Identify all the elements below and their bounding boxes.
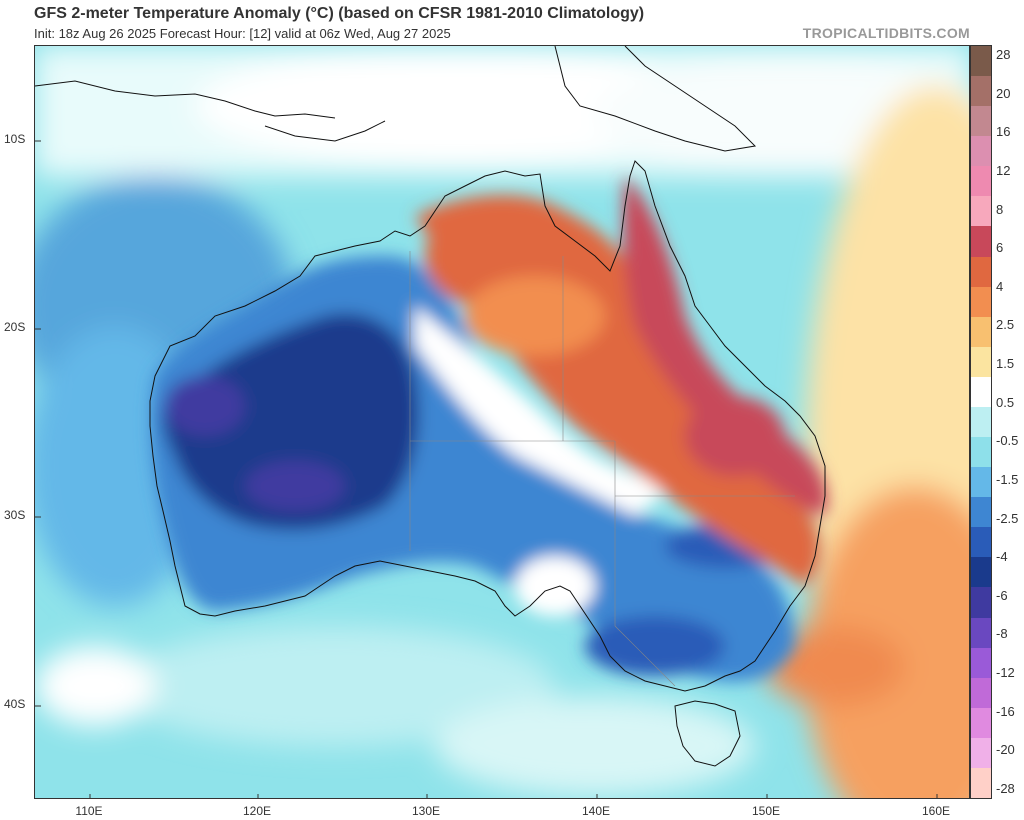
lat-label-30s: 30S	[4, 508, 26, 522]
axis-ticks	[35, 140, 938, 798]
colorbar-segment	[971, 376, 991, 408]
colorbar-label: -12	[996, 665, 1015, 681]
colorbar-segment	[971, 256, 991, 288]
colorbar-label: 2.5	[996, 317, 1015, 333]
lat-label-40s: 40S	[4, 697, 26, 711]
lon-label-110e: 110E	[75, 804, 103, 818]
colorbar-segment	[971, 346, 991, 378]
state-borders	[409, 251, 795, 687]
colorbar-segment	[971, 437, 991, 468]
colorbar-label: 28	[996, 47, 1011, 62]
colorbar-segment	[971, 647, 991, 679]
lon-label-130e: 130E	[411, 804, 441, 818]
colorbar-segment	[971, 406, 991, 438]
colorbar-label: 1.5	[996, 356, 1015, 372]
lon-label-160e: 160E	[921, 804, 951, 818]
anomaly-map	[34, 45, 970, 799]
colorbar-segment	[971, 136, 991, 167]
colorbar-segment	[971, 707, 991, 739]
brand-watermark: TROPICALTIDBITS.COM	[802, 25, 970, 41]
colorbar-label: -4	[996, 549, 1008, 565]
map-subtitle: Init: 18z Aug 26 2025 Forecast Hour: [12…	[34, 26, 451, 41]
colorbar-segment	[971, 497, 991, 528]
colorbar-label: -0.5	[996, 433, 1019, 449]
colorbar-segment	[971, 617, 991, 649]
colorbar-segment	[971, 677, 991, 709]
lat-label-10s: 10S	[4, 132, 26, 146]
colorbar-label: -16	[996, 703, 1015, 719]
lon-label-150e: 150E	[751, 804, 781, 818]
colorbar-label: 4	[996, 278, 1004, 294]
colorbar-segment	[971, 467, 991, 498]
colorbar-label: 20	[996, 85, 1011, 101]
colorbar-label: -28	[996, 781, 1015, 796]
colorbar-segment	[971, 767, 991, 799]
lon-label-120e: 120E	[242, 804, 272, 818]
colorbar-segment	[971, 527, 991, 558]
colorbar	[970, 45, 992, 799]
lat-label-20s: 20S	[4, 320, 26, 334]
colorbar-label: -8	[996, 626, 1008, 642]
colorbar-label: 6	[996, 240, 1004, 256]
colorbar-segment	[971, 166, 991, 197]
colorbar-segment	[971, 76, 991, 107]
colorbar-label: 12	[996, 162, 1011, 178]
colorbar-segment	[971, 226, 991, 258]
map-canvas	[35, 46, 969, 798]
colorbar-segment	[971, 557, 991, 588]
colorbar-segment	[971, 587, 991, 619]
colorbar-segment	[971, 316, 991, 348]
colorbar-label: -2.5	[996, 510, 1019, 526]
colorbar-label: 0.5	[996, 394, 1015, 410]
colorbar-segment	[971, 106, 991, 137]
colorbar-label: -1.5	[996, 471, 1019, 487]
lon-label-140e: 140E	[581, 804, 611, 818]
colorbar-label: 16	[996, 124, 1011, 140]
colorbar-segment	[971, 737, 991, 769]
land-shading	[150, 176, 828, 682]
colorbar-segment	[971, 46, 991, 77]
colorbar-label: -6	[996, 587, 1008, 603]
colorbar-segment	[971, 196, 991, 227]
colorbar-label: 8	[996, 201, 1004, 217]
colorbar-label: -20	[996, 742, 1015, 758]
colorbar-segment	[971, 286, 991, 318]
anomaly-shading	[35, 46, 969, 798]
coastlines	[35, 46, 826, 767]
map-title: GFS 2-meter Temperature Anomaly (°C) (ba…	[34, 5, 645, 22]
